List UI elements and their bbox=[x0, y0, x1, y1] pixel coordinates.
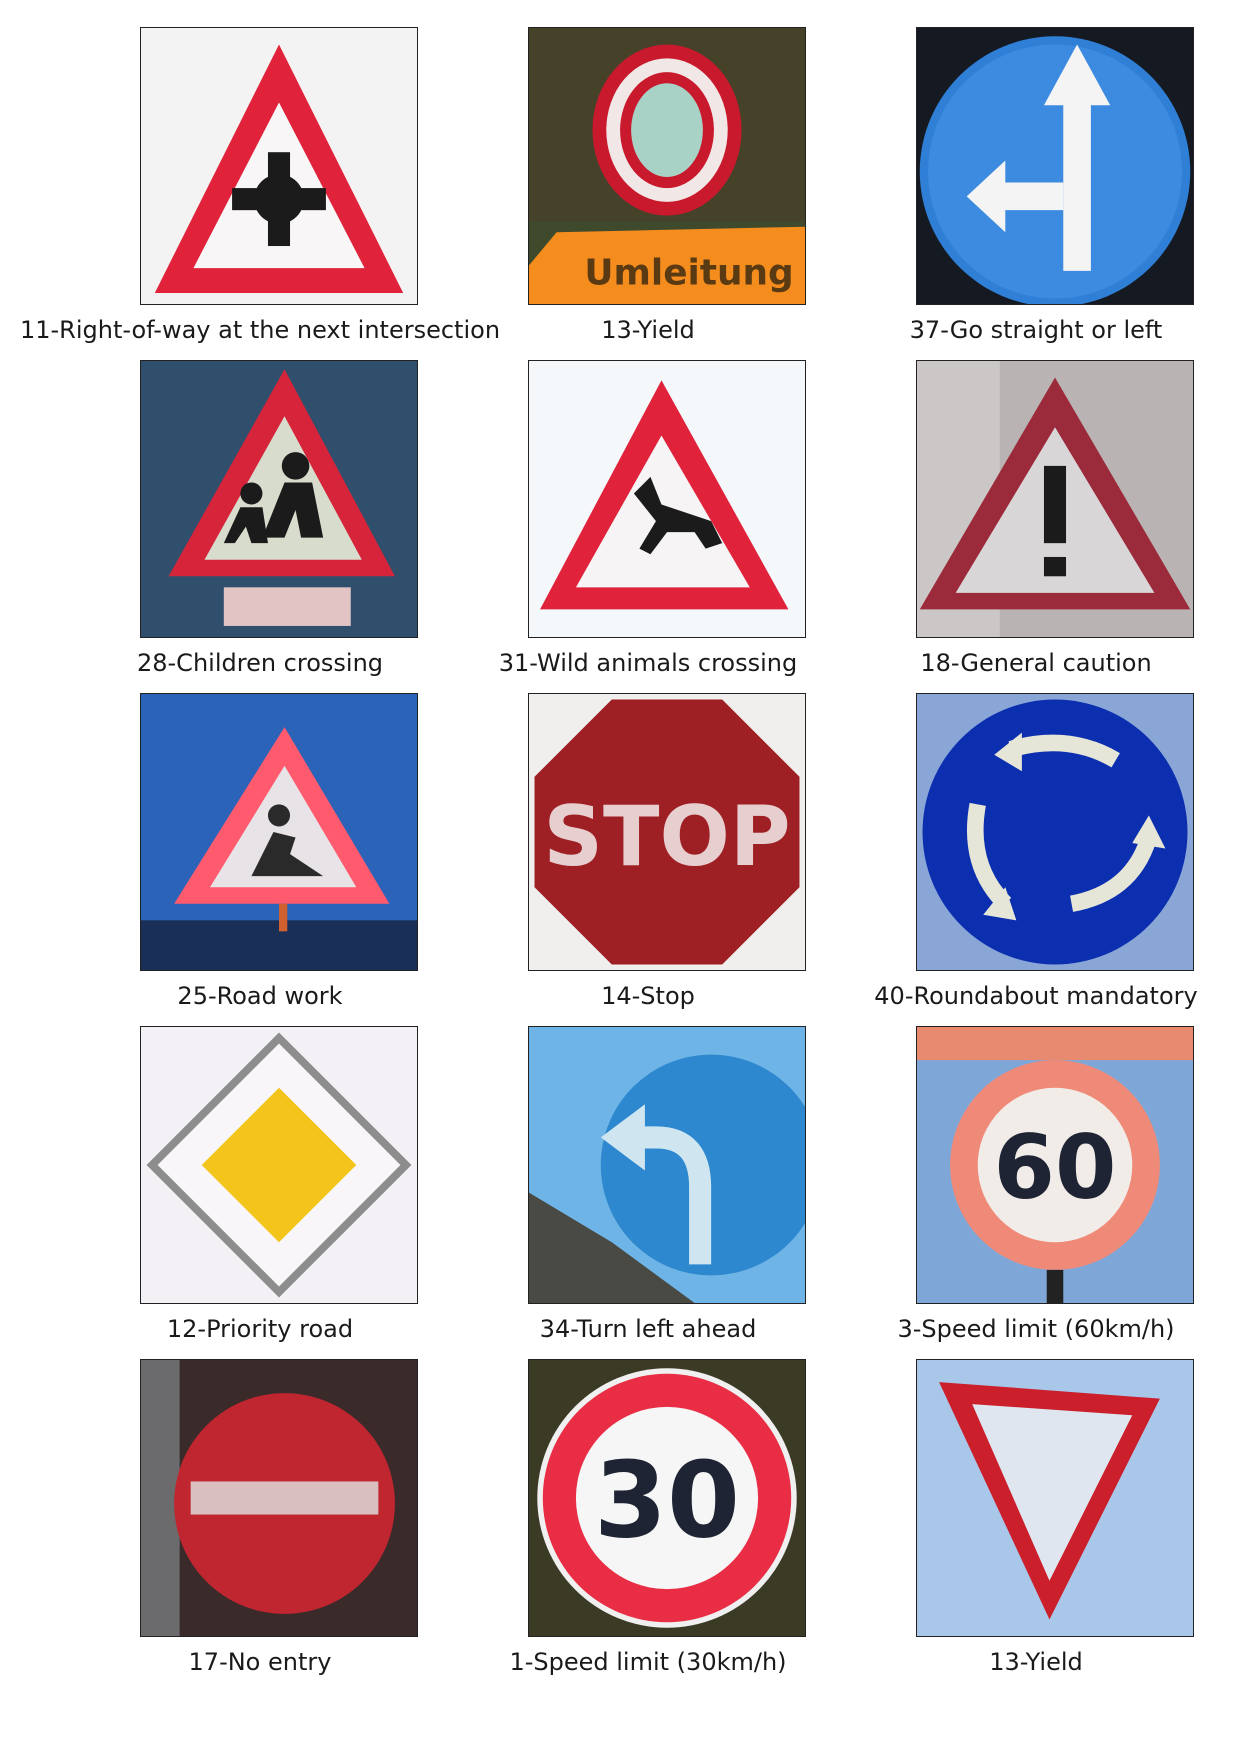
sign-image-roundabout-mandatory bbox=[916, 693, 1194, 971]
sign-image-stop: STOP bbox=[528, 693, 806, 971]
sign-caption: 25-Road work bbox=[177, 982, 343, 1010]
sign-cell: 17-No entry bbox=[0, 1359, 520, 1684]
sign-image-speed-limit-30: 30 bbox=[528, 1359, 806, 1637]
sign-cell: 12-Priority road bbox=[0, 1026, 520, 1351]
sign-image-no-entry bbox=[140, 1359, 418, 1637]
sign-cell: 28-Children crossing bbox=[0, 360, 520, 685]
sign-image-right-of-way bbox=[140, 27, 418, 305]
sign-cell: 18-General caution bbox=[776, 360, 1256, 685]
sign-caption: 13-Yield bbox=[989, 1648, 1083, 1676]
umleitung-plate-text: Umleitung bbox=[584, 253, 793, 294]
sign-cell: STOP 14-Stop bbox=[388, 693, 908, 1018]
sign-cell: 25-Road work bbox=[0, 693, 520, 1018]
sign-image-yield-umleitung: Umleitung bbox=[528, 27, 806, 305]
sign-caption: 18-General caution bbox=[920, 649, 1152, 677]
stop-text: STOP bbox=[543, 788, 790, 885]
sign-cell: 40-Roundabout mandatory bbox=[776, 693, 1256, 1018]
sign-caption: 1-Speed limit (30km/h) bbox=[509, 1648, 787, 1676]
sign-caption: 13-Yield bbox=[601, 316, 695, 344]
sign-cell: Umleitung 13-Yield bbox=[388, 27, 908, 352]
sign-image-speed-limit-60: 60 bbox=[916, 1026, 1194, 1304]
sign-caption: 37-Go straight or left bbox=[909, 316, 1163, 344]
sign-image-road-work bbox=[140, 693, 418, 971]
sign-caption: 12-Priority road bbox=[166, 1315, 354, 1343]
sign-caption: 17-No entry bbox=[188, 1648, 332, 1676]
sign-image-yield bbox=[916, 1359, 1194, 1637]
sign-cell: 13-Yield bbox=[776, 1359, 1256, 1684]
sign-image-priority-road bbox=[140, 1026, 418, 1304]
sign-cell: 60 3-Speed limit (60km/h) bbox=[776, 1026, 1256, 1351]
speed-60-text: 60 bbox=[994, 1116, 1117, 1219]
sign-image-children-crossing bbox=[140, 360, 418, 638]
sign-image-general-caution bbox=[916, 360, 1194, 638]
sign-caption: 34-Turn left ahead bbox=[539, 1315, 757, 1343]
sign-cell: 31-Wild animals crossing bbox=[388, 360, 908, 685]
sign-caption: 11-Right-of-way at the next intersection bbox=[19, 316, 501, 344]
sign-cell: 37-Go straight or left bbox=[776, 27, 1256, 352]
sign-caption: 3-Speed limit (60km/h) bbox=[897, 1315, 1175, 1343]
sign-caption: 31-Wild animals crossing bbox=[498, 649, 798, 677]
sign-caption: 40-Roundabout mandatory bbox=[874, 982, 1198, 1010]
sign-cell: 30 1-Speed limit (30km/h) bbox=[388, 1359, 908, 1684]
sign-image-turn-left-ahead bbox=[528, 1026, 806, 1304]
sign-cell: 34-Turn left ahead bbox=[388, 1026, 908, 1351]
sign-image-wild-animals-crossing bbox=[528, 360, 806, 638]
sign-cell: 11-Right-of-way at the next intersection bbox=[0, 27, 520, 352]
sign-image-go-straight-or-left bbox=[916, 27, 1194, 305]
speed-30-text: 30 bbox=[594, 1440, 740, 1562]
sign-caption: 28-Children crossing bbox=[136, 649, 384, 677]
sign-caption: 14-Stop bbox=[601, 982, 695, 1010]
